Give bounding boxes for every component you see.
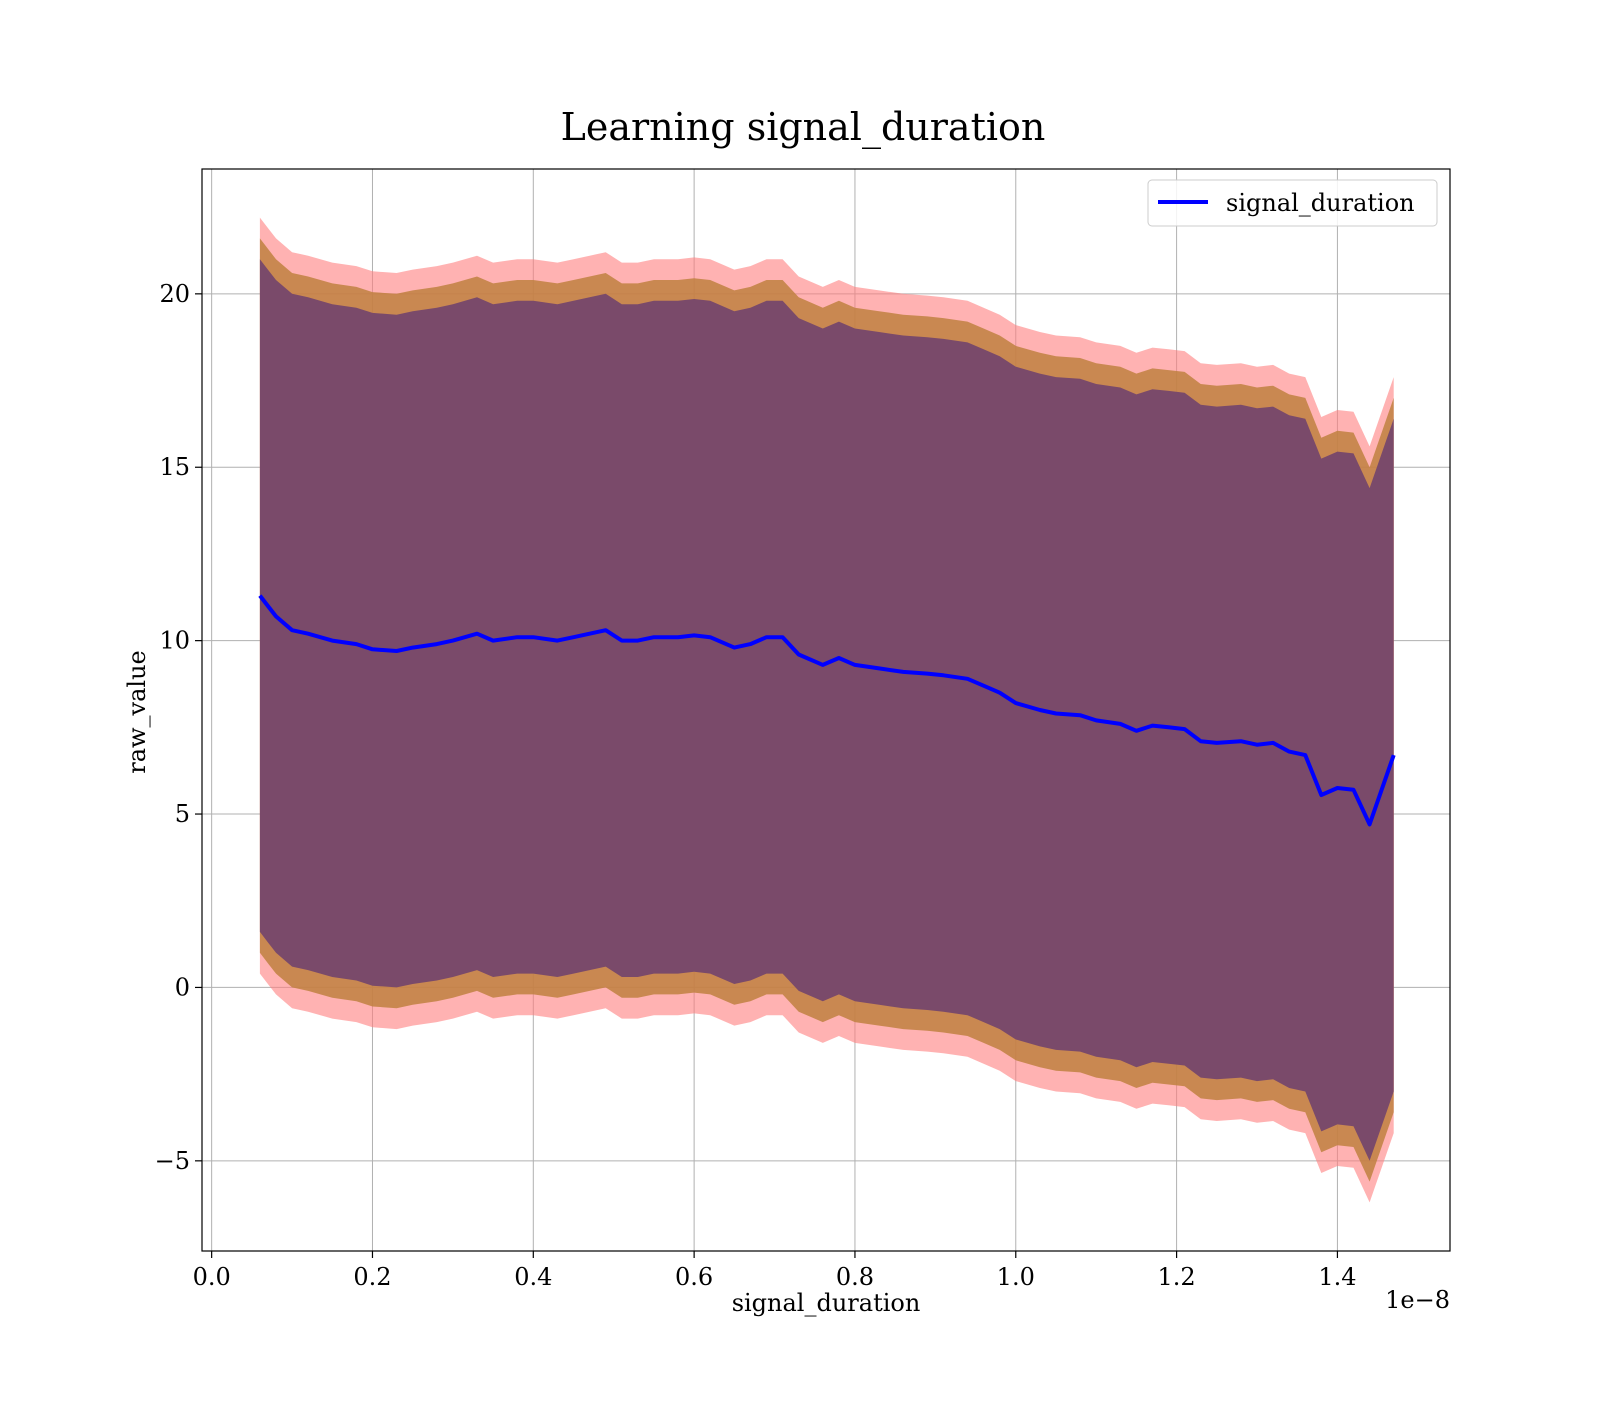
x-axis-ticks: 0.0 0.2 0.4 0.6 0.8 1.0 1.2 1.4	[193, 1251, 1357, 1291]
y-tick-label: 15	[159, 453, 190, 481]
y-tick-label: 20	[159, 280, 190, 308]
plot-frame	[201, 168, 1451, 1252]
x-tick-label: 1.2	[1158, 1263, 1196, 1291]
x-tick-label: 0.4	[514, 1263, 552, 1291]
x-axis-offset-text: 1e−8	[1385, 1286, 1450, 1314]
x-tick-label: 0.8	[836, 1263, 874, 1291]
y-tick-label: −5	[155, 1147, 190, 1175]
chart-title: Learning signal_duration	[561, 105, 1046, 150]
legend-box	[1147, 179, 1438, 227]
x-tick-label: 1.0	[997, 1263, 1035, 1291]
y-tick-label: 5	[175, 800, 190, 828]
x-tick-label: 0.6	[675, 1263, 713, 1291]
series-line	[258, 594, 1396, 827]
y-axis-label: raw_value	[123, 650, 151, 774]
legend-label: signal_duration	[1226, 189, 1415, 217]
x-axis-label: signal_duration	[732, 1289, 921, 1317]
legend: signal_duration	[1147, 179, 1438, 227]
uncertainty-bands	[259, 217, 1394, 1203]
x-tick-label: 0.0	[193, 1263, 231, 1291]
y-tick-label: 0	[175, 973, 190, 1001]
y-axis-ticks: −5 0 5 10 15 20	[155, 280, 202, 1175]
x-tick-label: 0.2	[353, 1263, 391, 1291]
band-inner	[259, 259, 1394, 1161]
series-lines	[258, 594, 1396, 827]
x-tick-label: 1.4	[1318, 1263, 1356, 1291]
y-tick-label: 10	[159, 627, 190, 655]
